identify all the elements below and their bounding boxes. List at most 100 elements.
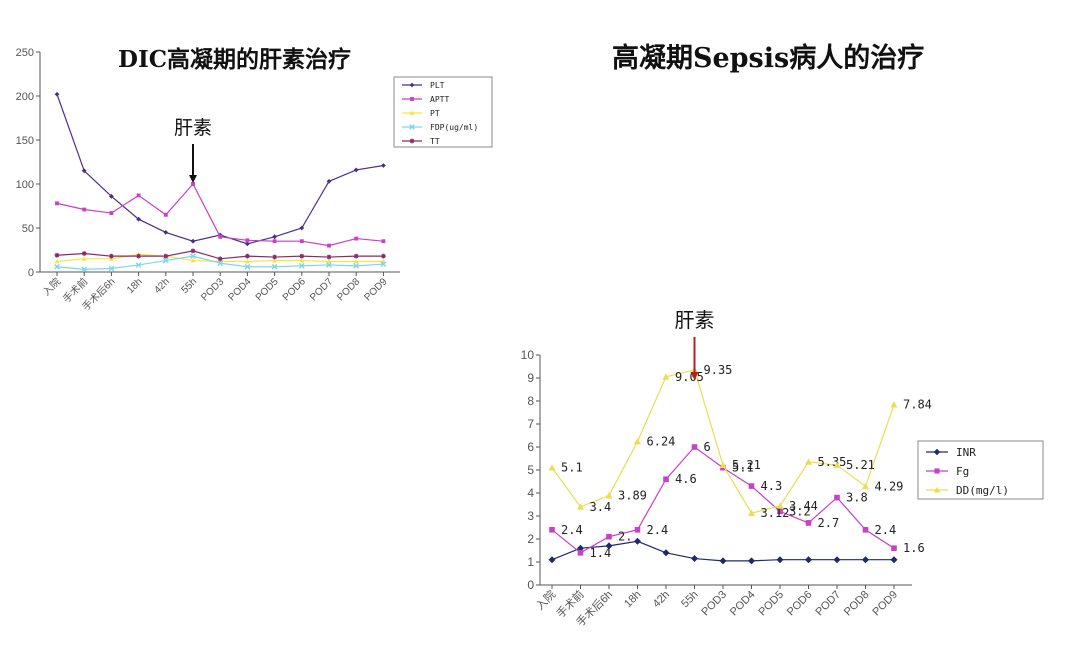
y-tick-label: 3: [527, 509, 534, 523]
data-point: [272, 234, 277, 240]
data-label: 6: [704, 440, 711, 454]
data-point: [891, 545, 897, 551]
data-point: [136, 193, 141, 198]
x-tick-label: POD4: [728, 589, 758, 619]
data-point: [54, 259, 60, 264]
data-point: [381, 239, 386, 244]
data-point: [748, 557, 755, 565]
data-label: 4.29: [875, 479, 904, 493]
legend-label: TT: [430, 137, 440, 146]
data-point: [663, 476, 669, 482]
data-point: [299, 253, 305, 259]
data-point: [217, 256, 223, 262]
data-point: [606, 533, 612, 540]
data-point: [55, 201, 59, 206]
x-tick-label: POD7: [813, 589, 843, 619]
data-point: [327, 243, 331, 248]
data-point: [163, 230, 169, 235]
data-point: [634, 437, 641, 445]
data-point: [190, 258, 196, 263]
data-point: [353, 262, 360, 269]
data-point: [326, 254, 332, 260]
y-tick-label: 4: [527, 486, 534, 500]
right-chart-title: 高凝期Sepsis病人的治疗: [612, 43, 925, 74]
y-tick-label: 150: [16, 135, 34, 147]
x-tick-label: POD8: [842, 589, 872, 619]
data-point: [605, 542, 613, 550]
data-point: [890, 401, 898, 408]
data-point: [662, 373, 670, 380]
legend-swatch-marker: [409, 82, 415, 88]
legend-label: DD(mg/l): [956, 484, 1009, 497]
data-point: [272, 239, 277, 244]
series-line: [551, 369, 895, 514]
data-point: [577, 544, 584, 552]
x-tick-label: 42h: [651, 589, 672, 610]
data-point: [272, 258, 277, 263]
data-label: 2.4: [561, 523, 583, 537]
data-point: [380, 261, 387, 267]
data-label: 2.4: [647, 523, 669, 537]
x-tick-label: 18h: [622, 589, 643, 610]
legend-swatch-marker: [933, 486, 941, 493]
data-label: 4.3: [761, 479, 783, 493]
data-point: [890, 556, 898, 564]
data-label: 5.35: [818, 455, 847, 469]
data-label: 1.6: [903, 541, 925, 555]
data-point: [109, 193, 114, 199]
data-point: [191, 182, 195, 186]
x-tick-label: POD6: [785, 589, 815, 619]
y-tick-label: 0: [527, 578, 534, 592]
left-chart-title: DIC高凝期的肝素治疗: [118, 46, 352, 73]
data-point: [163, 253, 169, 259]
legend: INR Fg DD(mg/l): [917, 440, 1044, 500]
legend-swatch-marker: [410, 97, 414, 101]
data-point: [81, 251, 87, 256]
data-label: 2.7: [818, 516, 840, 530]
data-point: [326, 262, 332, 268]
annotation-arrow-head: [690, 372, 699, 380]
data-point: [862, 556, 869, 564]
annotation-label: 肝素: [675, 308, 715, 332]
y-tick-label: 50: [22, 223, 34, 235]
data-point: [136, 253, 141, 259]
y-tick-label: 0: [28, 267, 34, 279]
data-point: [81, 168, 87, 174]
data-point: [862, 527, 869, 533]
legend-swatch-marker: [409, 110, 415, 115]
legend: PLT APTT PT FDP(ug/ml) TT: [393, 76, 493, 148]
data-point: [548, 556, 556, 564]
y-tick-label: 200: [16, 91, 34, 103]
data-point: [217, 260, 224, 267]
data-point: [549, 527, 555, 533]
data-point: [548, 464, 556, 471]
legend-swatch-marker: [934, 468, 940, 474]
legend-label: FDP(ug/ml): [430, 123, 478, 132]
legend-label: APTT: [430, 95, 449, 104]
data-point: [299, 225, 305, 231]
y-tick-label: 2: [527, 532, 534, 546]
data-point: [136, 216, 141, 222]
data-label: 5.1: [732, 461, 754, 475]
y-tick-label: 250: [16, 47, 34, 59]
data-point: [326, 178, 332, 184]
data-label: 3.89: [618, 489, 647, 503]
data-label: 3.2: [789, 504, 811, 518]
data-point: [81, 256, 87, 261]
data-point: [381, 253, 386, 259]
legend-swatch-marker: [409, 138, 415, 144]
data-point: [245, 253, 250, 259]
x-tick-label: POD9: [870, 589, 900, 619]
data-point: [54, 91, 60, 97]
legend-label: Fg: [956, 465, 969, 478]
data-point: [326, 259, 332, 264]
data-point: [577, 503, 584, 510]
data-point: [54, 252, 60, 258]
data-point: [245, 241, 250, 247]
data-label: 2.4: [875, 523, 897, 537]
series-fdp-ug-ml-: [54, 253, 387, 273]
data-point: [272, 254, 277, 260]
data-point: [109, 253, 114, 259]
data-point: [218, 234, 223, 239]
data-point: [577, 550, 584, 556]
